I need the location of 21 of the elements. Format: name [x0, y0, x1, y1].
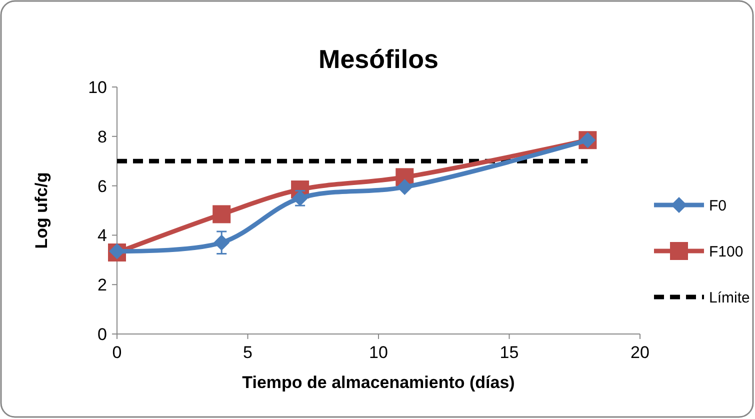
y-axis-title: Log ufc/g	[32, 172, 51, 249]
chart-title: Mesófilos	[318, 44, 438, 74]
y-tick-label: 2	[98, 276, 107, 295]
point	[292, 190, 308, 206]
y-tick-label: 6	[98, 176, 107, 196]
legend-label: F0	[709, 197, 727, 214]
x-tick-label: 20	[630, 343, 650, 362]
point	[396, 179, 413, 196]
legend-label: F100	[709, 243, 744, 260]
x-tick-label: 5	[243, 343, 252, 362]
point	[212, 205, 231, 224]
x-tick-label: 15	[500, 343, 519, 362]
legend-label: Límite	[709, 289, 750, 306]
y-tick-label: 0	[98, 324, 107, 344]
y-tick-label: 8	[98, 127, 107, 146]
point	[214, 234, 230, 251]
y-tick-label: 10	[88, 78, 107, 97]
x-tick-label: 10	[369, 343, 388, 362]
x-axis-title: Tiempo de almacenamiento (días)	[242, 373, 515, 392]
x-tick-label: 0	[112, 343, 122, 362]
y-tick-label: 4	[98, 226, 107, 246]
